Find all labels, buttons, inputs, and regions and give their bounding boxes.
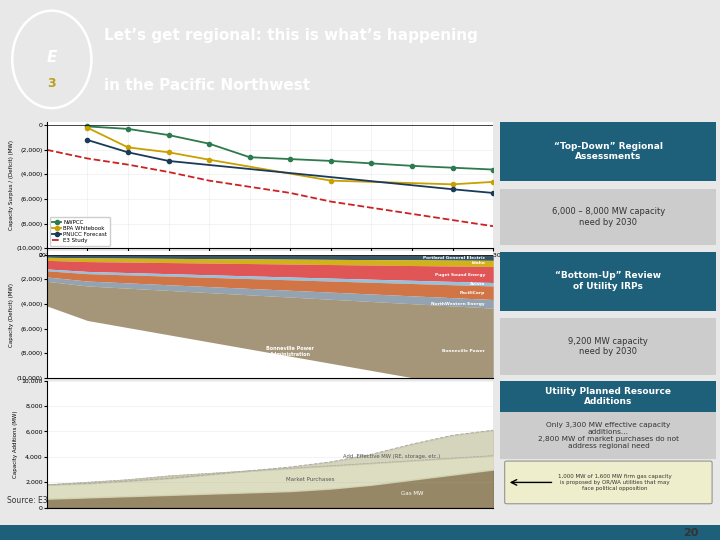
- Text: Let’s get regional: this is what’s happening: Let’s get regional: this is what’s happe…: [104, 28, 478, 43]
- Bar: [500, 252, 716, 310]
- Text: 6,000 – 8,000 MW capacity
need by 2030: 6,000 – 8,000 MW capacity need by 2030: [552, 207, 665, 227]
- E3 Study: [408, 211, 416, 217]
- Y-axis label: Capacity Additions (MW): Capacity Additions (MW): [14, 410, 19, 478]
- Text: Bonneville Power: Bonneville Power: [442, 349, 485, 353]
- Text: “Top-Down” Regional
Assessments: “Top-Down” Regional Assessments: [554, 142, 663, 161]
- NWPCC: [449, 165, 457, 171]
- Line: NWPCC: NWPCC: [85, 124, 495, 172]
- Text: Avista: Avista: [470, 282, 485, 286]
- E3 Study: [164, 169, 173, 176]
- Text: “Bottom-Up” Review
of Utility IRPs: “Bottom-Up” Review of Utility IRPs: [555, 272, 662, 291]
- Bar: [500, 381, 716, 412]
- E3 Study: [246, 184, 254, 190]
- Text: Market Purchases: Market Purchases: [287, 477, 335, 482]
- Y-axis label: Capacity (Deficit) (MW): Capacity (Deficit) (MW): [9, 282, 14, 347]
- E3 Study: [286, 190, 294, 196]
- Line: PNUCC Forecast: PNUCC Forecast: [85, 138, 495, 195]
- Text: Puget Sound Energy: Puget Sound Energy: [435, 273, 485, 276]
- Bar: [0, 525, 720, 540]
- Legend: NWPCC, BPA Whitebook, PNUCC Forecast, E3 Study: NWPCC, BPA Whitebook, PNUCC Forecast, E3…: [50, 217, 110, 246]
- PNUCC Forecast: [489, 190, 498, 196]
- E3 Study: [327, 198, 336, 205]
- E3 Study: [42, 146, 51, 153]
- NWPCC: [204, 140, 213, 147]
- Text: in the Pacific Northwest: in the Pacific Northwest: [104, 78, 310, 93]
- NWPCC: [408, 163, 416, 169]
- Line: E3 Study: E3 Study: [47, 150, 493, 226]
- NWPCC: [489, 166, 498, 173]
- Text: E: E: [47, 50, 57, 64]
- Y-axis label: Capacity Surplus / (Deficit) (MW): Capacity Surplus / (Deficit) (MW): [9, 140, 14, 230]
- FancyBboxPatch shape: [505, 461, 712, 504]
- PNUCC Forecast: [164, 158, 173, 164]
- E3 Study: [367, 205, 376, 211]
- Text: Add. Effective MW (RE, storage, etc.): Add. Effective MW (RE, storage, etc.): [343, 454, 441, 458]
- Text: Bonneville Power
Administration: Bonneville Power Administration: [266, 346, 314, 356]
- Line: BPA Whitebook: BPA Whitebook: [85, 126, 495, 186]
- NWPCC: [246, 154, 254, 160]
- Bar: [500, 188, 716, 245]
- BPA Whitebook: [124, 144, 132, 151]
- Text: 3: 3: [48, 77, 56, 90]
- Text: Idaho: Idaho: [471, 261, 485, 266]
- Text: NorthWestern Energy: NorthWestern Energy: [431, 302, 485, 306]
- NWPCC: [367, 160, 376, 167]
- BPA Whitebook: [489, 179, 498, 185]
- NWPCC: [164, 132, 173, 138]
- NWPCC: [327, 158, 336, 164]
- Bar: [500, 412, 716, 458]
- PNUCC Forecast: [124, 149, 132, 156]
- Text: 9,200 MW capacity
need by 2030: 9,200 MW capacity need by 2030: [569, 337, 648, 356]
- Bar: [500, 318, 716, 375]
- Text: 20: 20: [683, 528, 698, 538]
- E3 Study: [489, 223, 498, 230]
- Text: Energy | Environmental Economics: Energy | Environmental Economics: [14, 528, 190, 537]
- PNUCC Forecast: [83, 137, 91, 143]
- Text: Only 3,300 MW effective capacity
additions...
2,800 MW of market purchases do no: Only 3,300 MW effective capacity additio…: [538, 422, 679, 449]
- Text: Gas MW: Gas MW: [401, 491, 423, 496]
- BPA Whitebook: [449, 181, 457, 187]
- Text: Source: E3 analysis: Source: E3 analysis: [7, 496, 81, 505]
- PNUCC Forecast: [449, 186, 457, 192]
- NWPCC: [124, 126, 132, 132]
- Text: PacifiCorp: PacifiCorp: [460, 291, 485, 295]
- BPA Whitebook: [164, 149, 173, 156]
- Bar: [500, 122, 716, 181]
- Text: 1,000 MW of 1,600 MW firm gas capacity
is proposed by OR/WA utilities that may
f: 1,000 MW of 1,600 MW firm gas capacity i…: [558, 474, 672, 491]
- BPA Whitebook: [204, 157, 213, 163]
- Text: Utility Planned Resource
Additions: Utility Planned Resource Additions: [546, 387, 671, 406]
- Text: Portland General Electric: Portland General Electric: [423, 255, 485, 260]
- BPA Whitebook: [83, 124, 91, 131]
- E3 Study: [204, 178, 213, 184]
- E3 Study: [449, 217, 457, 224]
- E3 Study: [83, 155, 91, 161]
- NWPCC: [83, 123, 91, 130]
- BPA Whitebook: [327, 178, 336, 184]
- NWPCC: [286, 156, 294, 163]
- E3 Study: [124, 161, 132, 168]
